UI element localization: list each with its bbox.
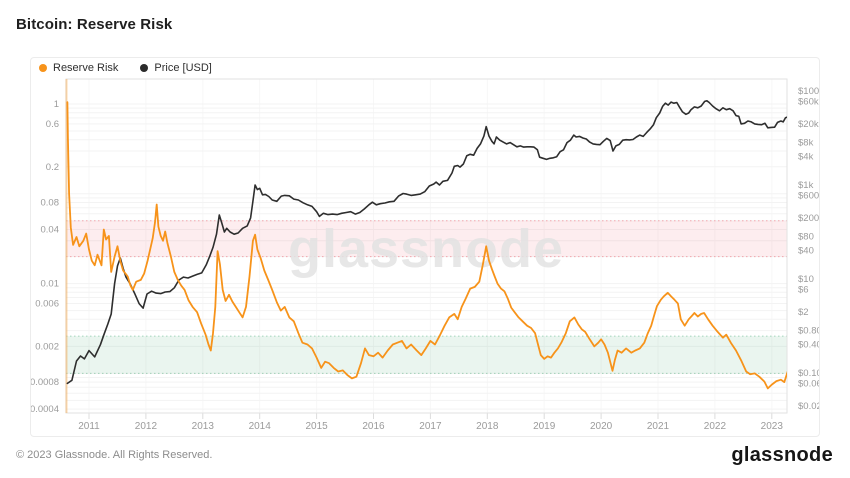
glassnode-logo: glassnode: [731, 444, 833, 466]
undervalued-band: [66, 336, 787, 374]
price-usd-line: [66, 99, 787, 385]
y-right-tick-label: $60k: [798, 96, 819, 107]
page-title: Bitcoin: Reserve Risk: [16, 16, 173, 33]
y-right-tick-label: $1k: [798, 180, 814, 191]
x-tick-label: 2019: [533, 421, 556, 432]
y-left-tick-label: 0.002: [35, 341, 59, 352]
legend-label: Reserve Risk: [53, 62, 119, 74]
chart-legend: Reserve Risk Price [USD]: [39, 62, 212, 74]
y-right-tick-label: $0.40: [798, 340, 819, 351]
chart-card: Reserve Risk Price [USD] 2011 2012 2013 2014…: [30, 57, 820, 437]
y-right-tick-label: $100k: [798, 86, 819, 97]
y-right-tick-label: $0.02: [798, 401, 819, 412]
legend-swatch-reserve-risk: [39, 64, 47, 72]
y-right-tick-label: $6: [798, 284, 809, 295]
y-left-tick-label: 0.04: [41, 225, 60, 236]
y-left-tick-label: 0.6: [46, 119, 59, 130]
legend-item-reserve-risk[interactable]: Reserve Risk: [39, 62, 118, 74]
x-tick-label: 2016: [362, 421, 385, 432]
y-right-tick-label: $8k: [798, 138, 814, 149]
legend-item-price-usd[interactable]: Price [USD]: [140, 62, 212, 74]
y-left-tick-label: 0.01: [41, 279, 60, 290]
y-right-tick-label: $200: [798, 213, 819, 224]
y-right-tick-label: $0.06: [798, 378, 819, 389]
plot-border: [65, 78, 788, 414]
y-right-tick-label: $40: [798, 246, 814, 257]
x-tick-label: 2014: [249, 421, 272, 432]
legend-swatch-price-usd: [140, 64, 149, 72]
y-right-tick-label: $0.10: [798, 368, 819, 379]
x-tick-label: 2023: [761, 421, 784, 432]
y-left-tick-label: 0.2: [46, 162, 59, 173]
y-left-tick-label: 1: [54, 99, 59, 110]
plot-area[interactable]: [66, 79, 787, 413]
x-tick-label: 2020: [590, 421, 613, 432]
y-right-tick-label: $4k: [798, 152, 814, 163]
y-right-tick-label: $600: [798, 190, 819, 201]
x-tick-label: 2022: [704, 421, 727, 432]
y-left-tick-label: 0.0008: [31, 377, 59, 388]
x-tick-label: 2012: [135, 421, 158, 432]
glassnode-watermark: glassnode: [288, 219, 564, 279]
reserve-risk-line: [66, 101, 787, 390]
y-right-tick-label: $0.80: [798, 326, 819, 337]
x-tick-label: 2013: [192, 421, 215, 432]
y-left-tick-label: 0.006: [35, 299, 59, 310]
y-left-tick-label: 0.08: [41, 198, 60, 209]
y-right-tick-label: $10: [798, 274, 814, 285]
y-right-tick-label: $20k: [798, 119, 819, 130]
x-tick-label: 2015: [305, 421, 328, 432]
overvalued-band: [66, 220, 787, 257]
y-right-tick-label: $80: [798, 232, 814, 243]
footer-copyright: © 2023 Glassnode. All Rights Reserved.: [16, 449, 213, 461]
x-tick-label: 2021: [647, 421, 670, 432]
x-tick-label: 2018: [476, 421, 499, 432]
x-tick-label: 2011: [78, 421, 100, 432]
legend-label: Price [USD]: [154, 62, 212, 74]
y-left-tick-label: 0.0004: [31, 404, 59, 415]
x-tick-label: 2017: [419, 421, 442, 432]
y-right-tick-label: $2: [798, 307, 809, 318]
chart-canvas: 2011 2012 2013 2014 2015 2016 2017 2018 2019 2020…: [31, 78, 819, 432]
